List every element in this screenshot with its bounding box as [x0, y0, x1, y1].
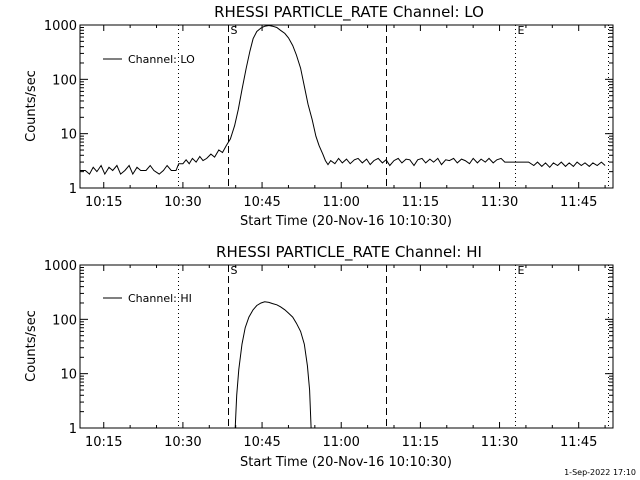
x-tick-label: 11:15 [402, 435, 439, 450]
y-tick-label: 100 [52, 73, 77, 88]
y-axis-label-lo: Counts/sec [24, 70, 39, 142]
y-tick-label: 10 [60, 128, 77, 143]
y-tick-label: 1 [69, 422, 77, 437]
data-series-hi [234, 301, 312, 429]
x-tick-label: 10:15 [85, 435, 122, 450]
x-tick-labels-lo: 10:15 10:30 10:45 11:00 11:15 11:30 11:45 [85, 195, 597, 210]
legend-lo: Channel: LO [103, 53, 195, 66]
series-line-hi [234, 301, 312, 429]
marker-label-e: E [518, 24, 525, 37]
x-tick-label: 10:45 [243, 195, 280, 210]
x-tick-label: 11:00 [322, 195, 359, 210]
legend-hi: Channel: HI [103, 292, 192, 305]
y-axis-label-hi: Counts/sec [24, 310, 39, 382]
data-series-lo [80, 24, 606, 176]
x-axis-label-hi: Start Time (20-Nov-16 10:10:30) [240, 455, 452, 470]
y-tick-label: 1 [69, 182, 77, 197]
y-tick-label: 100 [52, 313, 77, 328]
x-tick-labels-hi: 10:15 10:30 10:45 11:00 11:15 11:30 11:45 [85, 435, 597, 450]
marker-label-e: E [518, 264, 525, 277]
x-tick-label: 10:15 [85, 195, 122, 210]
x-tick-label: 11:15 [402, 195, 439, 210]
y-tick-label: 10 [60, 368, 77, 383]
chart-title-lo: RHESSI PARTICLE_RATE Channel: LO [214, 3, 484, 22]
y-tick-labels-hi: 1 10 100 1000 [44, 259, 77, 437]
chart-title-hi: RHESSI PARTICLE_RATE Channel: HI [216, 243, 482, 262]
y-tick-labels-lo: 1 10 100 1000 [44, 19, 77, 197]
x-tick-label: 11:45 [560, 435, 597, 450]
y-tick-label: 1000 [44, 259, 77, 274]
y-tick-label: 1000 [44, 19, 77, 34]
plot-frame-hi [79, 264, 614, 429]
tick-marks-lo [80, 25, 613, 189]
footer-timestamp: 1-Sep-2022 17:10 [564, 468, 636, 477]
x-tick-label: 10:30 [164, 195, 201, 210]
legend-label-lo: Channel: LO [128, 53, 195, 66]
x-tick-label: 10:45 [243, 435, 280, 450]
x-axis-label-lo: Start Time (20-Nov-16 10:10:30) [240, 214, 452, 229]
plot-frame-lo [79, 24, 614, 189]
x-tick-label: 10:30 [164, 435, 201, 450]
x-tick-label: 11:00 [322, 435, 359, 450]
series-line-lo [80, 24, 606, 176]
x-tick-label: 11:30 [481, 435, 518, 450]
marker-label-s: S [231, 264, 238, 277]
marker-label-s: S [231, 24, 238, 37]
legend-label-hi: Channel: HI [128, 292, 192, 305]
x-tick-label: 11:30 [481, 195, 518, 210]
tick-marks-hi [80, 265, 613, 429]
x-tick-label: 11:45 [560, 195, 597, 210]
